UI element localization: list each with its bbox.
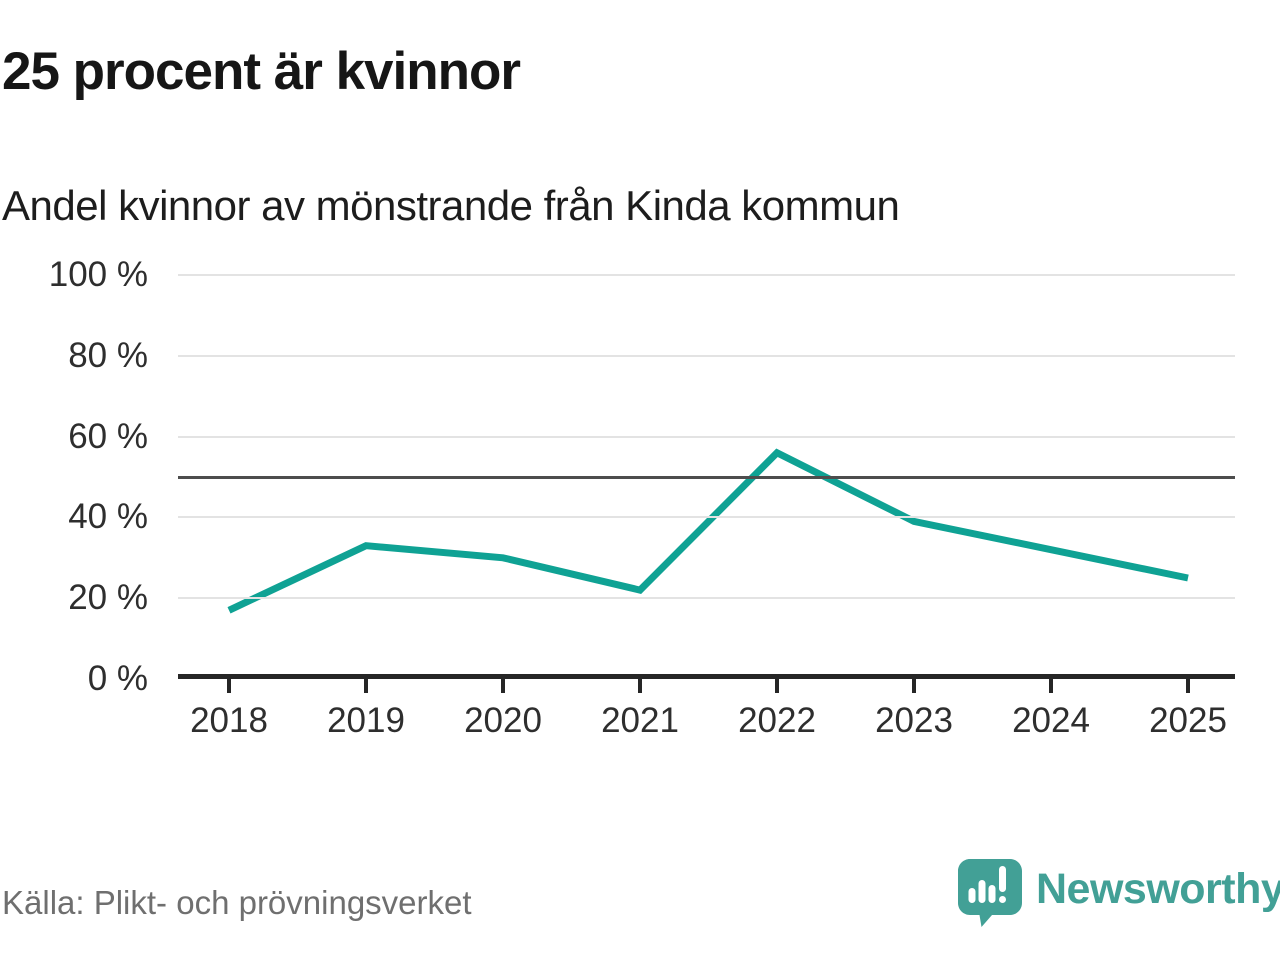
logo-exclamation-bar: [999, 866, 1006, 892]
x-tick-2021: [638, 677, 642, 693]
brand-name: Newsworthy: [1036, 865, 1280, 913]
y-gridline-60: [178, 435, 1235, 438]
x-tick-label-2025: 2025: [1149, 701, 1227, 740]
y-tick-label-80: 80 %: [68, 335, 148, 375]
x-tick-2020: [501, 677, 505, 693]
y-gridline-40: [178, 516, 1235, 519]
x-tick-label-2024: 2024: [1012, 701, 1090, 740]
reference-line: [178, 475, 1235, 479]
y-gridline-100: [178, 274, 1235, 276]
x-tick-2024: [1049, 677, 1053, 693]
logo-bar-1: [968, 888, 976, 903]
y-tick-label-60: 60 %: [68, 416, 148, 456]
chart-title: 25 procent är kvinnor: [2, 42, 521, 101]
y-tick-label-40: 40 %: [68, 497, 148, 537]
x-tick-2023: [912, 677, 916, 693]
x-tick-label-2018: 2018: [190, 701, 268, 740]
x-tick-label-2021: 2021: [601, 701, 679, 740]
y-gridline-20: [178, 597, 1235, 600]
x-axis-line: [178, 674, 1235, 679]
x-tick-2022: [775, 677, 779, 693]
y-tick-label-100: 100 %: [48, 255, 148, 294]
x-tick-2025: [1186, 677, 1190, 693]
newsworthy-logo-icon: [958, 859, 1022, 927]
chart-subtitle: Andel kvinnor av mönstrande från Kinda k…: [2, 182, 900, 229]
x-tick-label-2020: 2020: [464, 701, 542, 740]
x-tick-2019: [364, 677, 368, 693]
y-tick-label-0: 0 %: [87, 659, 148, 698]
x-tick-label-2019: 2019: [327, 701, 405, 740]
x-tick-2018: [227, 677, 231, 693]
y-gridline-80: [178, 354, 1235, 357]
x-tick-label-2023: 2023: [875, 701, 953, 740]
brand-logo: Newsworthy: [958, 858, 1280, 928]
logo-bar-2: [978, 880, 986, 903]
x-tick-label-2022: 2022: [738, 701, 816, 740]
y-tick-label-20: 20 %: [68, 578, 148, 618]
source-note: Källa: Plikt- och prövningsverket: [2, 884, 472, 921]
logo-exclamation-dot: [999, 896, 1006, 903]
logo-bar-3: [988, 885, 996, 903]
